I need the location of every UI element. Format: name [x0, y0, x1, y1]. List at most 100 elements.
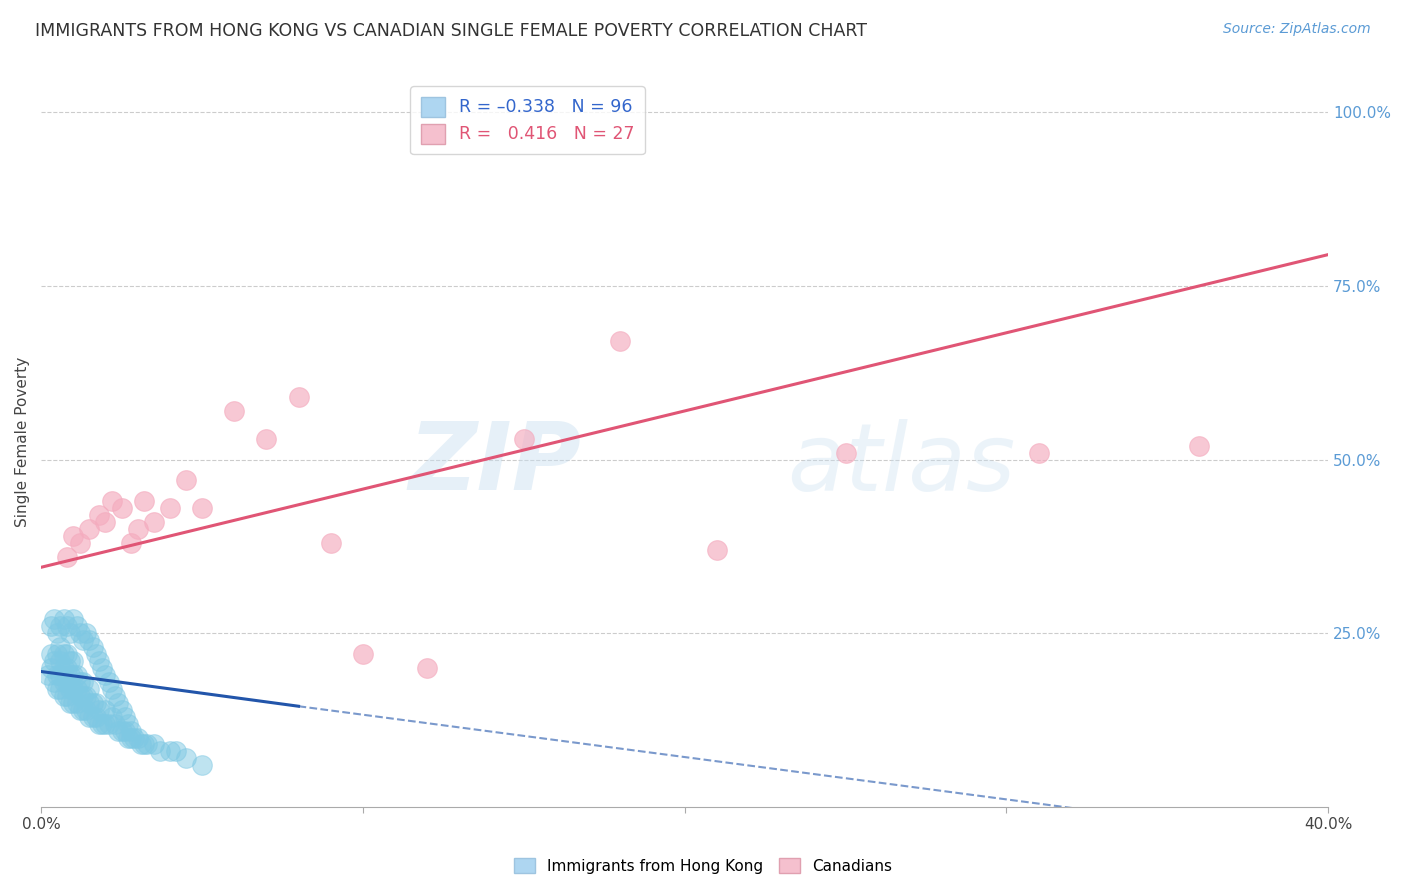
Text: ZIP: ZIP — [409, 418, 582, 510]
Point — [75, 703, 97, 717]
Point — [136, 738, 159, 752]
Point — [52, 661, 75, 675]
Point — [287, 390, 309, 404]
Point — [59, 696, 82, 710]
Point — [62, 681, 84, 696]
Point — [56, 689, 79, 703]
Point — [49, 654, 72, 668]
Point — [49, 668, 72, 682]
Point — [84, 709, 107, 723]
Point — [52, 647, 75, 661]
Point — [87, 654, 110, 668]
Point — [159, 744, 181, 758]
Point — [91, 716, 114, 731]
Point — [46, 647, 69, 661]
Point — [56, 661, 79, 675]
Point — [107, 696, 129, 710]
Point — [79, 696, 101, 710]
Point — [72, 674, 94, 689]
Point — [142, 738, 165, 752]
Point — [87, 703, 110, 717]
Point — [62, 612, 84, 626]
Point — [59, 626, 82, 640]
Point — [62, 529, 84, 543]
Point — [174, 751, 197, 765]
Point — [352, 647, 374, 661]
Point — [110, 501, 132, 516]
Point — [65, 681, 87, 696]
Point — [69, 703, 91, 717]
Point — [97, 716, 120, 731]
Point — [69, 674, 91, 689]
Point — [79, 709, 101, 723]
Point — [42, 674, 65, 689]
Y-axis label: Single Female Poverty: Single Female Poverty — [15, 357, 30, 527]
Point — [132, 738, 155, 752]
Point — [107, 723, 129, 738]
Point — [165, 744, 187, 758]
Point — [127, 731, 149, 745]
Point — [101, 681, 124, 696]
Point — [224, 404, 246, 418]
Point — [62, 668, 84, 682]
Text: atlas: atlas — [787, 418, 1017, 509]
Legend: R = –0.338   N = 96, R =   0.416   N = 27: R = –0.338 N = 96, R = 0.416 N = 27 — [411, 87, 645, 154]
Point — [104, 716, 127, 731]
Point — [59, 654, 82, 668]
Point — [56, 647, 79, 661]
Point — [104, 689, 127, 703]
Point — [114, 709, 136, 723]
Point — [52, 674, 75, 689]
Point — [52, 689, 75, 703]
Point — [72, 633, 94, 648]
Point — [110, 703, 132, 717]
Point — [174, 474, 197, 488]
Point — [72, 703, 94, 717]
Point — [59, 668, 82, 682]
Point — [94, 515, 117, 529]
Point — [59, 681, 82, 696]
Point — [191, 758, 214, 772]
Point — [72, 689, 94, 703]
Point — [110, 723, 132, 738]
Text: Source: ZipAtlas.com: Source: ZipAtlas.com — [1223, 22, 1371, 37]
Point — [62, 696, 84, 710]
Point — [84, 647, 107, 661]
Point — [39, 661, 62, 675]
Point — [129, 738, 152, 752]
Point — [120, 723, 142, 738]
Point — [117, 731, 139, 745]
Point — [120, 536, 142, 550]
Point — [1188, 439, 1211, 453]
Point — [91, 661, 114, 675]
Text: IMMIGRANTS FROM HONG KONG VS CANADIAN SINGLE FEMALE POVERTY CORRELATION CHART: IMMIGRANTS FROM HONG KONG VS CANADIAN SI… — [35, 22, 868, 40]
Point — [97, 674, 120, 689]
Point — [65, 619, 87, 633]
Point — [69, 689, 91, 703]
Point — [834, 445, 856, 459]
Point — [1028, 445, 1050, 459]
Point — [82, 640, 104, 655]
Point — [79, 681, 101, 696]
Point — [46, 668, 69, 682]
Point — [94, 703, 117, 717]
Point — [52, 612, 75, 626]
Point — [319, 536, 342, 550]
Point — [79, 633, 101, 648]
Point — [56, 549, 79, 564]
Point — [42, 612, 65, 626]
Point — [62, 654, 84, 668]
Point — [69, 626, 91, 640]
Point — [56, 619, 79, 633]
Point — [706, 542, 728, 557]
Point — [132, 494, 155, 508]
Point — [101, 494, 124, 508]
Point — [87, 508, 110, 523]
Point — [124, 731, 146, 745]
Point — [609, 334, 631, 349]
Point — [46, 626, 69, 640]
Point — [84, 696, 107, 710]
Point — [120, 731, 142, 745]
Point — [149, 744, 172, 758]
Point — [101, 709, 124, 723]
